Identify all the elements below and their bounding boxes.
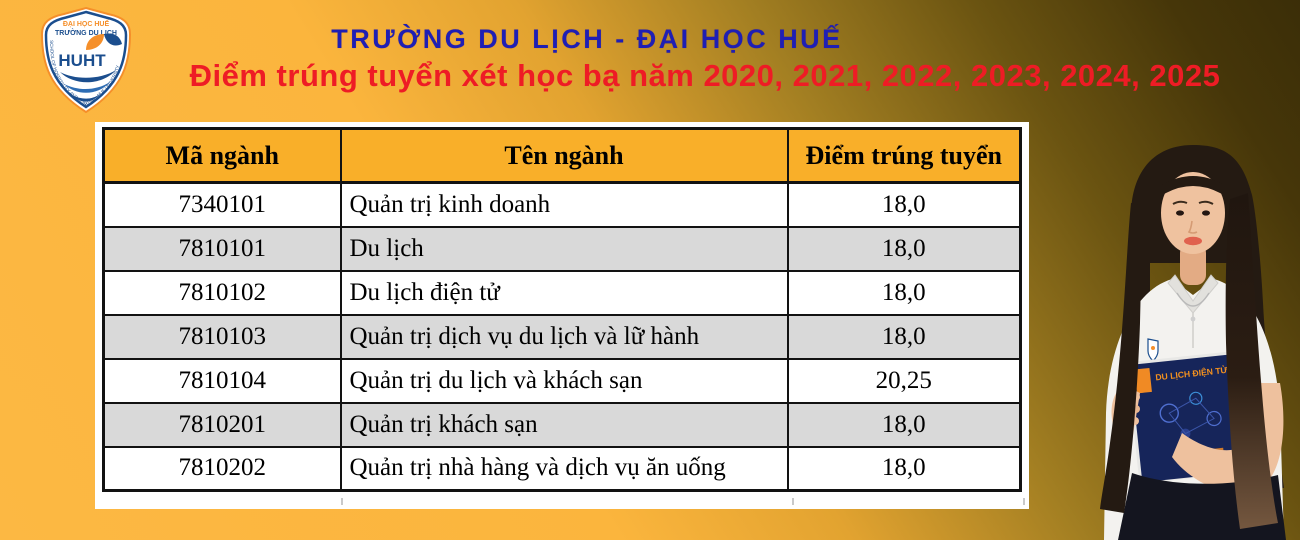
logo-text-line1: ĐẠI HỌC HUẾ	[63, 18, 110, 28]
brochure-graphic-circle	[1159, 403, 1179, 423]
page-title: TRƯỜNG DU LỊCH - ĐẠI HỌC HUẾ	[331, 24, 843, 54]
major-name: Du lịch	[339, 225, 789, 272]
major-name: Quản trị du lịch và khách sạn	[339, 357, 789, 404]
student-eyebrow-right	[1198, 200, 1214, 205]
major-code: 7810102	[102, 269, 342, 316]
major-score: 18,0	[786, 225, 1022, 272]
student-eye-right	[1202, 210, 1210, 216]
student-hair-right	[1225, 193, 1278, 529]
table-row: 7810202 Quản trị nhà hàng và dịch vụ ăn …	[102, 445, 1022, 492]
brochure-graphic-circle	[1189, 391, 1203, 405]
table-row: 7810102 Du lịch điện tử 18,0	[102, 269, 1022, 316]
major-code: 7340101	[102, 181, 342, 228]
brochure-tab	[1134, 367, 1152, 394]
major-name: Quản trị dịch vụ du lịch và lữ hành	[339, 313, 789, 360]
score-table-frame: Mã ngành Tên ngành Điểm trúng tuyển 7340…	[95, 122, 1029, 509]
logo-swoosh-3	[72, 94, 100, 102]
column-header-code: Mã ngành	[102, 127, 342, 184]
university-logo: ĐẠI HỌC HUẾ TRƯỜNG DU LỊCH HUHT SCHOOL O…	[40, 6, 132, 114]
major-score: 18,0	[786, 269, 1022, 316]
major-code: 7810104	[102, 357, 342, 404]
major-name: Quản trị kinh doanh	[339, 181, 789, 228]
brochure-graphic-circle	[1206, 410, 1222, 427]
major-score: 18,0	[786, 445, 1022, 492]
major-name: Quản trị khách sạn	[339, 401, 789, 448]
paste-tick	[792, 498, 794, 505]
student-necklace	[1176, 292, 1210, 307]
paste-tick	[341, 498, 343, 505]
table-row: 7810201 Quản trị khách sạn 18,0	[102, 401, 1022, 448]
major-code: 7810201	[102, 401, 342, 448]
table-row: 7810103 Quản trị dịch vụ du lịch và lữ h…	[102, 313, 1022, 360]
logo-swoosh-2	[64, 82, 110, 93]
student-photo: DU LỊCH ĐIỆN TỬ	[1100, 145, 1286, 540]
logo-leaf-blue	[104, 33, 122, 46]
table-row: 7810104 Quản trị du lịch và khách sạn 20…	[102, 357, 1022, 404]
student-collar	[1167, 274, 1219, 314]
logo-swoosh-1	[60, 70, 116, 83]
score-table: Mã ngành Tên ngành Điểm trúng tuyển 7340…	[102, 127, 1022, 492]
major-score: 18,0	[786, 401, 1022, 448]
column-header-score: Điểm trúng tuyển	[786, 127, 1022, 184]
major-name: Du lịch điện tử	[339, 269, 789, 316]
logo-text-line2: TRƯỜNG DU LỊCH	[55, 28, 117, 37]
major-code: 7810101	[102, 225, 342, 272]
student-face	[1161, 172, 1225, 254]
logo-shield-border	[44, 10, 128, 109]
student-lips	[1184, 236, 1202, 246]
column-header-name: Tên ngành	[339, 127, 789, 184]
page-subtitle: Điểm trúng tuyển xét học bạ năm 2020, 20…	[189, 58, 1221, 93]
major-code: 7810103	[102, 313, 342, 360]
student-fringe	[1161, 176, 1225, 194]
major-score: 18,0	[786, 181, 1022, 228]
student-neck	[1180, 243, 1206, 285]
major-score: 18,0	[786, 313, 1022, 360]
student-nose	[1187, 220, 1198, 234]
table-row: 7810101 Du lịch 18,0	[102, 225, 1022, 272]
student-hair-left	[1100, 203, 1142, 513]
brochure-graphic-net	[1168, 397, 1215, 435]
student-eye-left	[1176, 210, 1184, 216]
student-shirt-crest-dot	[1151, 346, 1155, 350]
student-pendant	[1190, 316, 1196, 322]
logo-leaf-orange	[86, 34, 104, 50]
paste-tick	[1023, 498, 1025, 505]
major-code: 7810202	[102, 445, 342, 492]
table-row: 7340101 Quản trị kinh doanh 18,0	[102, 181, 1022, 228]
major-name: Quản trị nhà hàng và dịch vụ ăn uống	[339, 445, 789, 492]
logo-acronym: HUHT	[58, 51, 106, 70]
student-eyebrow-left	[1172, 200, 1188, 205]
major-score: 20,25	[786, 357, 1022, 404]
table-header-row: Mã ngành Tên ngành Điểm trúng tuyển	[102, 127, 1022, 184]
